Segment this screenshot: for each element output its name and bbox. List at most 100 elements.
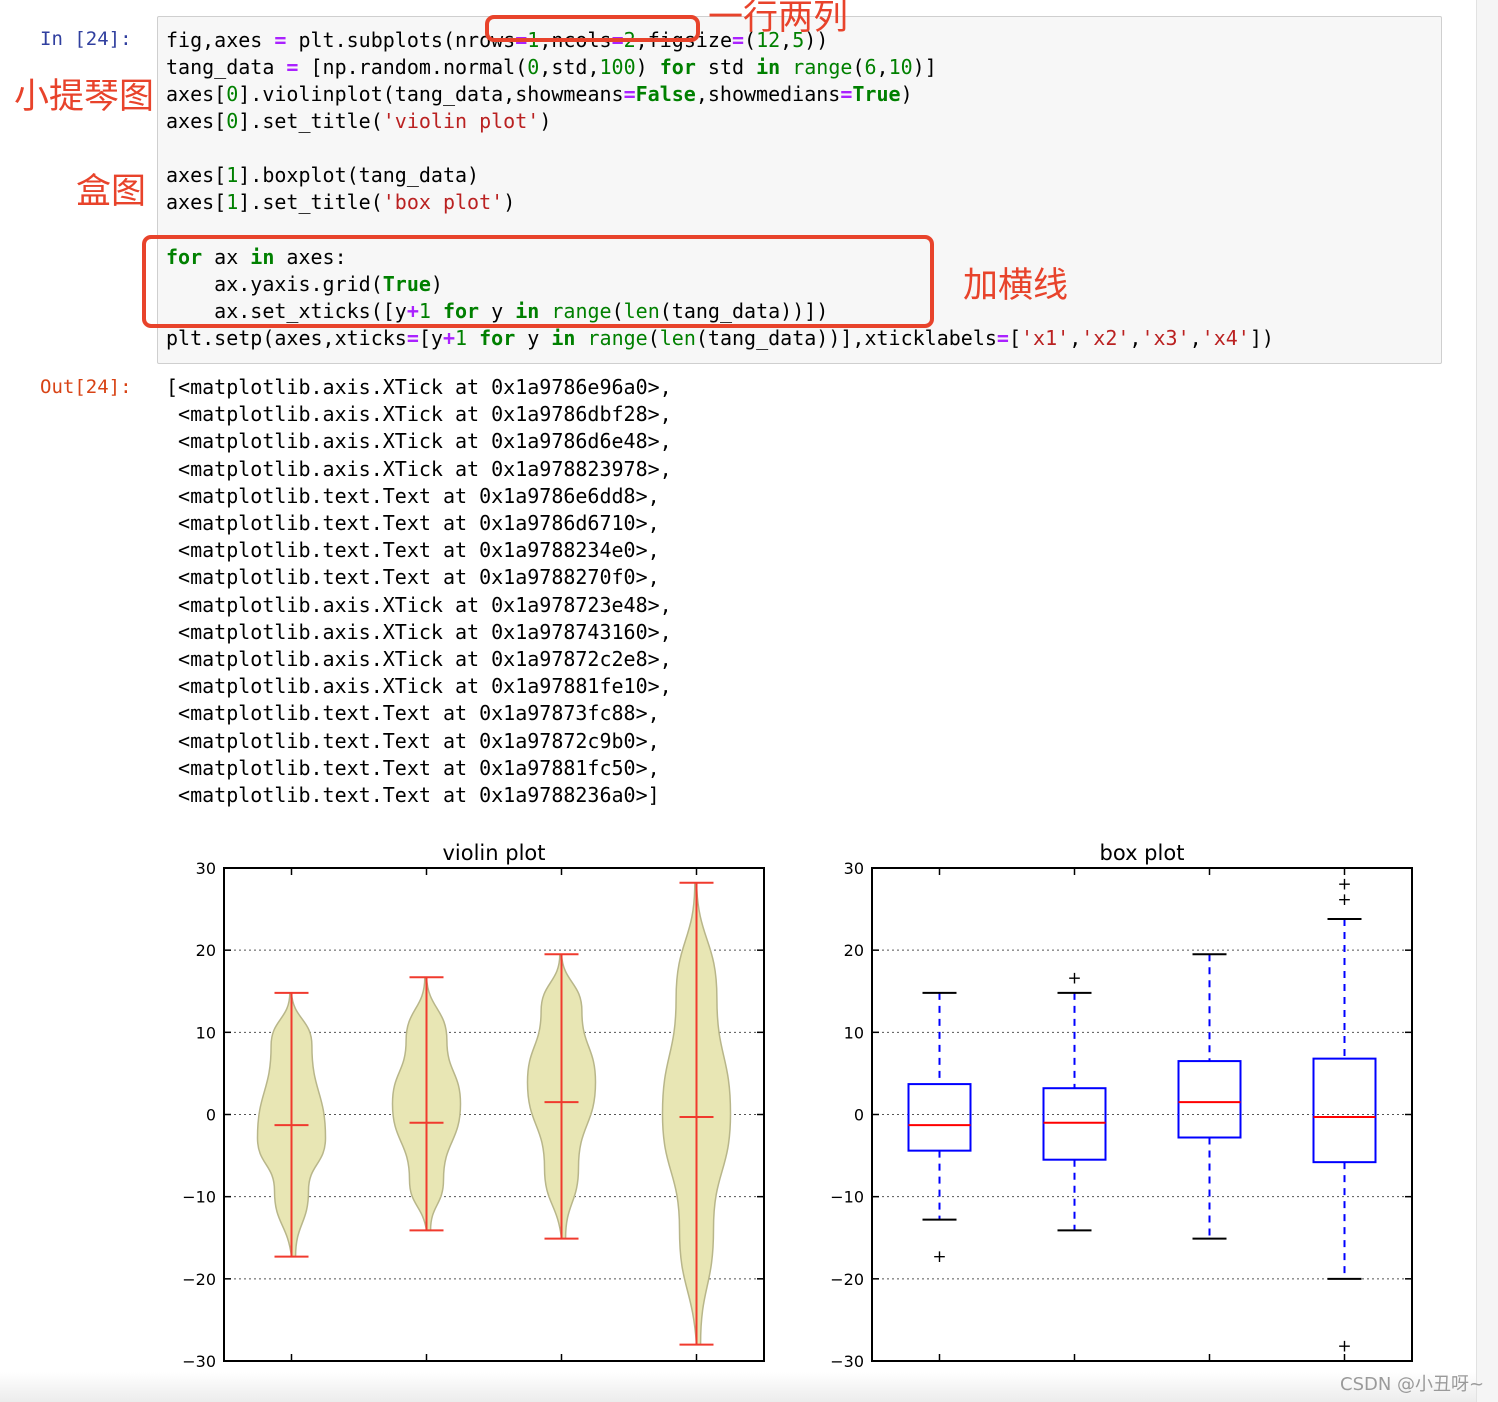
code-token: = bbox=[406, 326, 419, 350]
code-token: True bbox=[852, 82, 901, 106]
code-token: ].set_title( bbox=[238, 109, 383, 133]
output-line: [<matplotlib.axis.XTick at 0x1a9786e96a0… bbox=[166, 375, 672, 399]
code-token: for bbox=[442, 299, 480, 323]
code-token: y bbox=[515, 326, 552, 350]
code-token: 10 bbox=[888, 55, 913, 79]
code-line: fig,axes = plt.subplots(nrows=1,ncols=2,… bbox=[166, 27, 828, 54]
box-iqr bbox=[1042, 1087, 1107, 1161]
output-line: <matplotlib.text.Text at 0x1a9788270f0>, bbox=[166, 565, 660, 590]
violin-ytick-label: 20 bbox=[196, 941, 216, 960]
code-token: in bbox=[551, 326, 576, 350]
code-token: ,std, bbox=[539, 55, 600, 79]
box-ytick-label: −20 bbox=[830, 1270, 864, 1289]
code-token: for bbox=[659, 55, 696, 79]
box-title: box plot bbox=[1100, 841, 1185, 865]
watermark: CSDN @小丑呀~ bbox=[1340, 1374, 1485, 1395]
code-token: ( bbox=[647, 326, 660, 350]
code-token: 0 bbox=[226, 82, 239, 106]
box-ytick-label: 10 bbox=[844, 1023, 864, 1042]
code-token: = bbox=[286, 55, 299, 79]
code-token: 1 bbox=[418, 299, 431, 323]
code-token: = bbox=[731, 28, 745, 52]
code-token: )) bbox=[804, 28, 829, 52]
code-token: = bbox=[996, 326, 1009, 350]
code-token: ].boxplot(tang_data) bbox=[238, 163, 480, 187]
code-token: 'violin plot' bbox=[382, 109, 540, 133]
code-token: ) bbox=[430, 272, 443, 296]
code-token: ax.set_xticks([y bbox=[166, 299, 407, 323]
code-token: ) bbox=[900, 82, 913, 106]
code-line: axes[0].set_title('violin plot') bbox=[166, 108, 551, 135]
box-ytick-label: −10 bbox=[830, 1188, 864, 1207]
output-line: <matplotlib.text.Text at 0x1a9788236a0>] bbox=[166, 783, 660, 807]
box-flier: + bbox=[1067, 968, 1081, 988]
box-flier: + bbox=[932, 1247, 946, 1267]
box-iqr bbox=[1177, 1060, 1242, 1139]
code-token: ( bbox=[611, 299, 624, 323]
code-token: ].violinplot(tang_data,showmeans bbox=[238, 82, 624, 106]
code-token: ax bbox=[202, 245, 251, 269]
code-line: tang_data = [np.random.normal(0,std,100)… bbox=[166, 54, 937, 81]
code-token: 100 bbox=[599, 55, 636, 79]
violin-ytick-label: −20 bbox=[182, 1270, 216, 1289]
code-token: , bbox=[876, 55, 889, 79]
code-token: [ bbox=[1008, 326, 1022, 350]
output-line: <matplotlib.axis.XTick at 0x1a9786d6e48>… bbox=[166, 429, 672, 454]
code-token: axes[ bbox=[166, 109, 227, 133]
code-token: ( bbox=[744, 28, 757, 52]
code-token: 'x1' bbox=[1021, 326, 1070, 350]
code-line: ax.yaxis.grid(True) bbox=[166, 271, 443, 298]
code-token: )] bbox=[912, 55, 937, 79]
code-line: axes[1].set_title('box plot') bbox=[166, 189, 515, 216]
code-token: 'x2' bbox=[1081, 326, 1130, 350]
code-token: , bbox=[1189, 326, 1202, 350]
code-token: 'x4' bbox=[1201, 326, 1250, 350]
code-token: , bbox=[1069, 326, 1082, 350]
code-token: False bbox=[635, 82, 696, 106]
code-token: , bbox=[1129, 326, 1142, 350]
code-token: [y bbox=[418, 326, 443, 350]
code-token: ( bbox=[852, 55, 865, 79]
code-token: 0 bbox=[226, 109, 239, 133]
code-token: + bbox=[442, 326, 456, 350]
code-token: y bbox=[479, 299, 516, 323]
code-token: , bbox=[780, 28, 793, 52]
box-ytick-label: −30 bbox=[830, 1352, 864, 1371]
box-flier: + bbox=[1337, 890, 1351, 910]
code-token: (tang_data))],xticklabels bbox=[695, 326, 997, 350]
code-token: range bbox=[792, 55, 853, 79]
code-line: axes[1].boxplot(tang_data) bbox=[166, 162, 479, 189]
code-token: 1 bbox=[226, 190, 239, 214]
code-cell[interactable]: fig,axes = plt.subplots(nrows=1,ncols=2,… bbox=[157, 16, 1442, 364]
code-token: + bbox=[406, 299, 419, 323]
code-token: ].set_title( bbox=[238, 190, 383, 214]
code-token: in bbox=[756, 55, 781, 79]
code-line: axes[0].violinplot(tang_data,showmeans=F… bbox=[166, 81, 913, 108]
code-token: = bbox=[840, 82, 853, 106]
input-prompt: In [24]: bbox=[40, 28, 132, 50]
code-token: range bbox=[551, 299, 612, 323]
bottom-fade bbox=[0, 1372, 1476, 1402]
code-token: ]) bbox=[1249, 326, 1274, 350]
output-line: <matplotlib.axis.XTick at 0x1a978823978>… bbox=[166, 456, 672, 481]
annotation-box: 盒图 bbox=[76, 172, 147, 212]
code-token: 5 bbox=[792, 28, 805, 52]
code-line: for ax in axes: bbox=[166, 244, 347, 271]
code-token: fig,axes bbox=[166, 28, 275, 52]
code-token: axes[ bbox=[166, 190, 227, 214]
code-token: std bbox=[695, 55, 757, 79]
code-token: in bbox=[515, 299, 540, 323]
violin-ytick-label: 10 bbox=[196, 1023, 216, 1042]
box-ytick-label: 20 bbox=[844, 941, 864, 960]
code-token: 'x3' bbox=[1141, 326, 1190, 350]
violin-title: violin plot bbox=[442, 841, 545, 865]
box-flier: + bbox=[1337, 1336, 1351, 1356]
annotation-violin: 小提琴图 bbox=[14, 77, 155, 117]
page-scroll-edge bbox=[1476, 0, 1498, 1402]
code-token: for bbox=[479, 326, 516, 350]
box-ytick-label: 30 bbox=[844, 859, 864, 878]
code-token: ,showmedians bbox=[695, 82, 841, 106]
code-token: plt.subplots( bbox=[286, 28, 455, 52]
code-token: ) bbox=[635, 55, 660, 79]
